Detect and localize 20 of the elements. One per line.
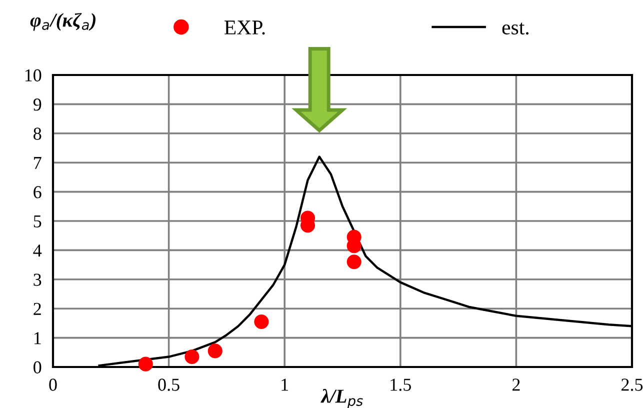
y-tick-label: 10: [25, 69, 42, 82]
y-tick-label: 5: [34, 215, 42, 228]
x-tick-label: 2: [512, 378, 520, 391]
y-tick-label: 6: [34, 186, 42, 198]
y-tick-label: 4: [33, 244, 42, 256]
y-tick-label: 8: [34, 128, 42, 140]
y-tick-label: 7: [34, 157, 42, 169]
legend-label: est.: [502, 22, 529, 35]
y-tick-label: 2: [34, 302, 41, 315]
y-tick-label: 9: [33, 98, 42, 111]
x-tick-label: 2.5: [622, 378, 643, 391]
y-tick-label: 1: [34, 332, 41, 344]
x-tick-label: 1.5: [390, 378, 411, 391]
x-tick-label: 0: [49, 378, 57, 391]
y-axis-title: φ$_{a}$/(κζ$_{a}$): [30, 12, 96, 31]
legend-label: EXP.: [224, 20, 265, 35]
y-tick-label: 3: [34, 274, 42, 286]
x-tick-label: 1: [282, 378, 288, 391]
x-tick-label: 0.5: [158, 378, 180, 391]
y-tick-label: 0: [34, 361, 42, 374]
